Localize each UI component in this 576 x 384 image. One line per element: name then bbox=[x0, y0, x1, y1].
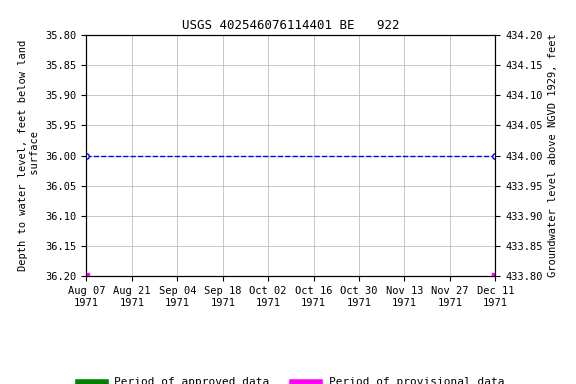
Legend: Period of approved data, Period of provisional data: Period of approved data, Period of provi… bbox=[73, 373, 509, 384]
Title: USGS 402546076114401 BE   922: USGS 402546076114401 BE 922 bbox=[182, 19, 400, 32]
Y-axis label: Groundwater level above NGVD 1929, feet: Groundwater level above NGVD 1929, feet bbox=[548, 34, 558, 277]
Y-axis label: Depth to water level, feet below land
 surface: Depth to water level, feet below land su… bbox=[18, 40, 40, 271]
